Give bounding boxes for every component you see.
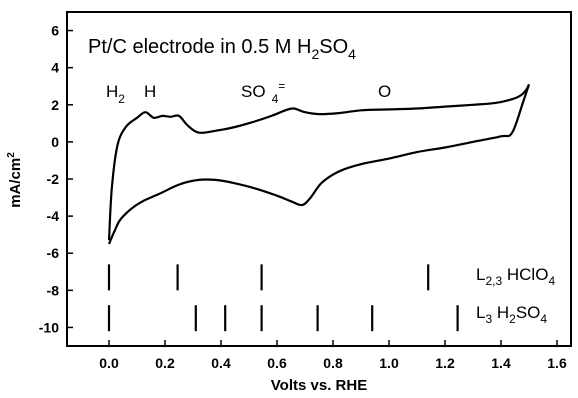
cathodic-sweep-line bbox=[107, 84, 531, 245]
axis-ticks: 0.0 0.2 0.4 0.6 0.8 1.0 1.2 1.4 1.6 6 4 2 0 -2 -4 -6 -8 -… bbox=[39, 23, 567, 371]
cv-curves bbox=[107, 83, 531, 245]
y-tick-label: -4 bbox=[47, 208, 60, 224]
y-tick-label: -6 bbox=[47, 245, 60, 261]
annotation-h2: H2 bbox=[106, 82, 125, 106]
plot-frame bbox=[66, 11, 572, 347]
x-tick-label: 0.2 bbox=[155, 355, 175, 371]
y-axis-title: mA/cm2 bbox=[6, 152, 24, 208]
anodic-sweep-line bbox=[107, 83, 530, 241]
line-markers bbox=[107, 264, 459, 332]
chart-title: Pt/C electrode in 0.5 M H2SO4 bbox=[88, 36, 356, 62]
y-tick-label: -10 bbox=[39, 319, 59, 335]
annotation-h: H bbox=[144, 82, 156, 101]
x-tick-label: 1.6 bbox=[547, 355, 567, 371]
x-tick-label: 0.0 bbox=[99, 355, 119, 371]
y-tick-label: 2 bbox=[51, 97, 59, 113]
x-axis-title: Volts vs. RHE bbox=[271, 377, 367, 394]
marker-label-h2so4: L3 H2SO4 bbox=[476, 303, 547, 326]
x-tick-label: 0.8 bbox=[323, 355, 343, 371]
marker-label-hclo4: L2,3 HClO4 bbox=[476, 265, 555, 288]
y-tick-label: 0 bbox=[51, 134, 59, 150]
x-tick-label: 0.6 bbox=[267, 355, 287, 371]
x-tick-label: 0.4 bbox=[211, 355, 231, 371]
y-tick-label: 4 bbox=[51, 60, 59, 76]
annotation-so4: SO 4= bbox=[241, 79, 285, 106]
y-tick-label: -8 bbox=[47, 282, 60, 298]
x-tick-label: 1.0 bbox=[379, 355, 399, 371]
y-tick-label: 6 bbox=[51, 23, 59, 39]
x-tick-label: 1.2 bbox=[435, 355, 455, 371]
annotation-o: O bbox=[378, 82, 391, 101]
y-tick-label: -2 bbox=[47, 171, 60, 187]
x-tick-label: 1.4 bbox=[491, 355, 511, 371]
